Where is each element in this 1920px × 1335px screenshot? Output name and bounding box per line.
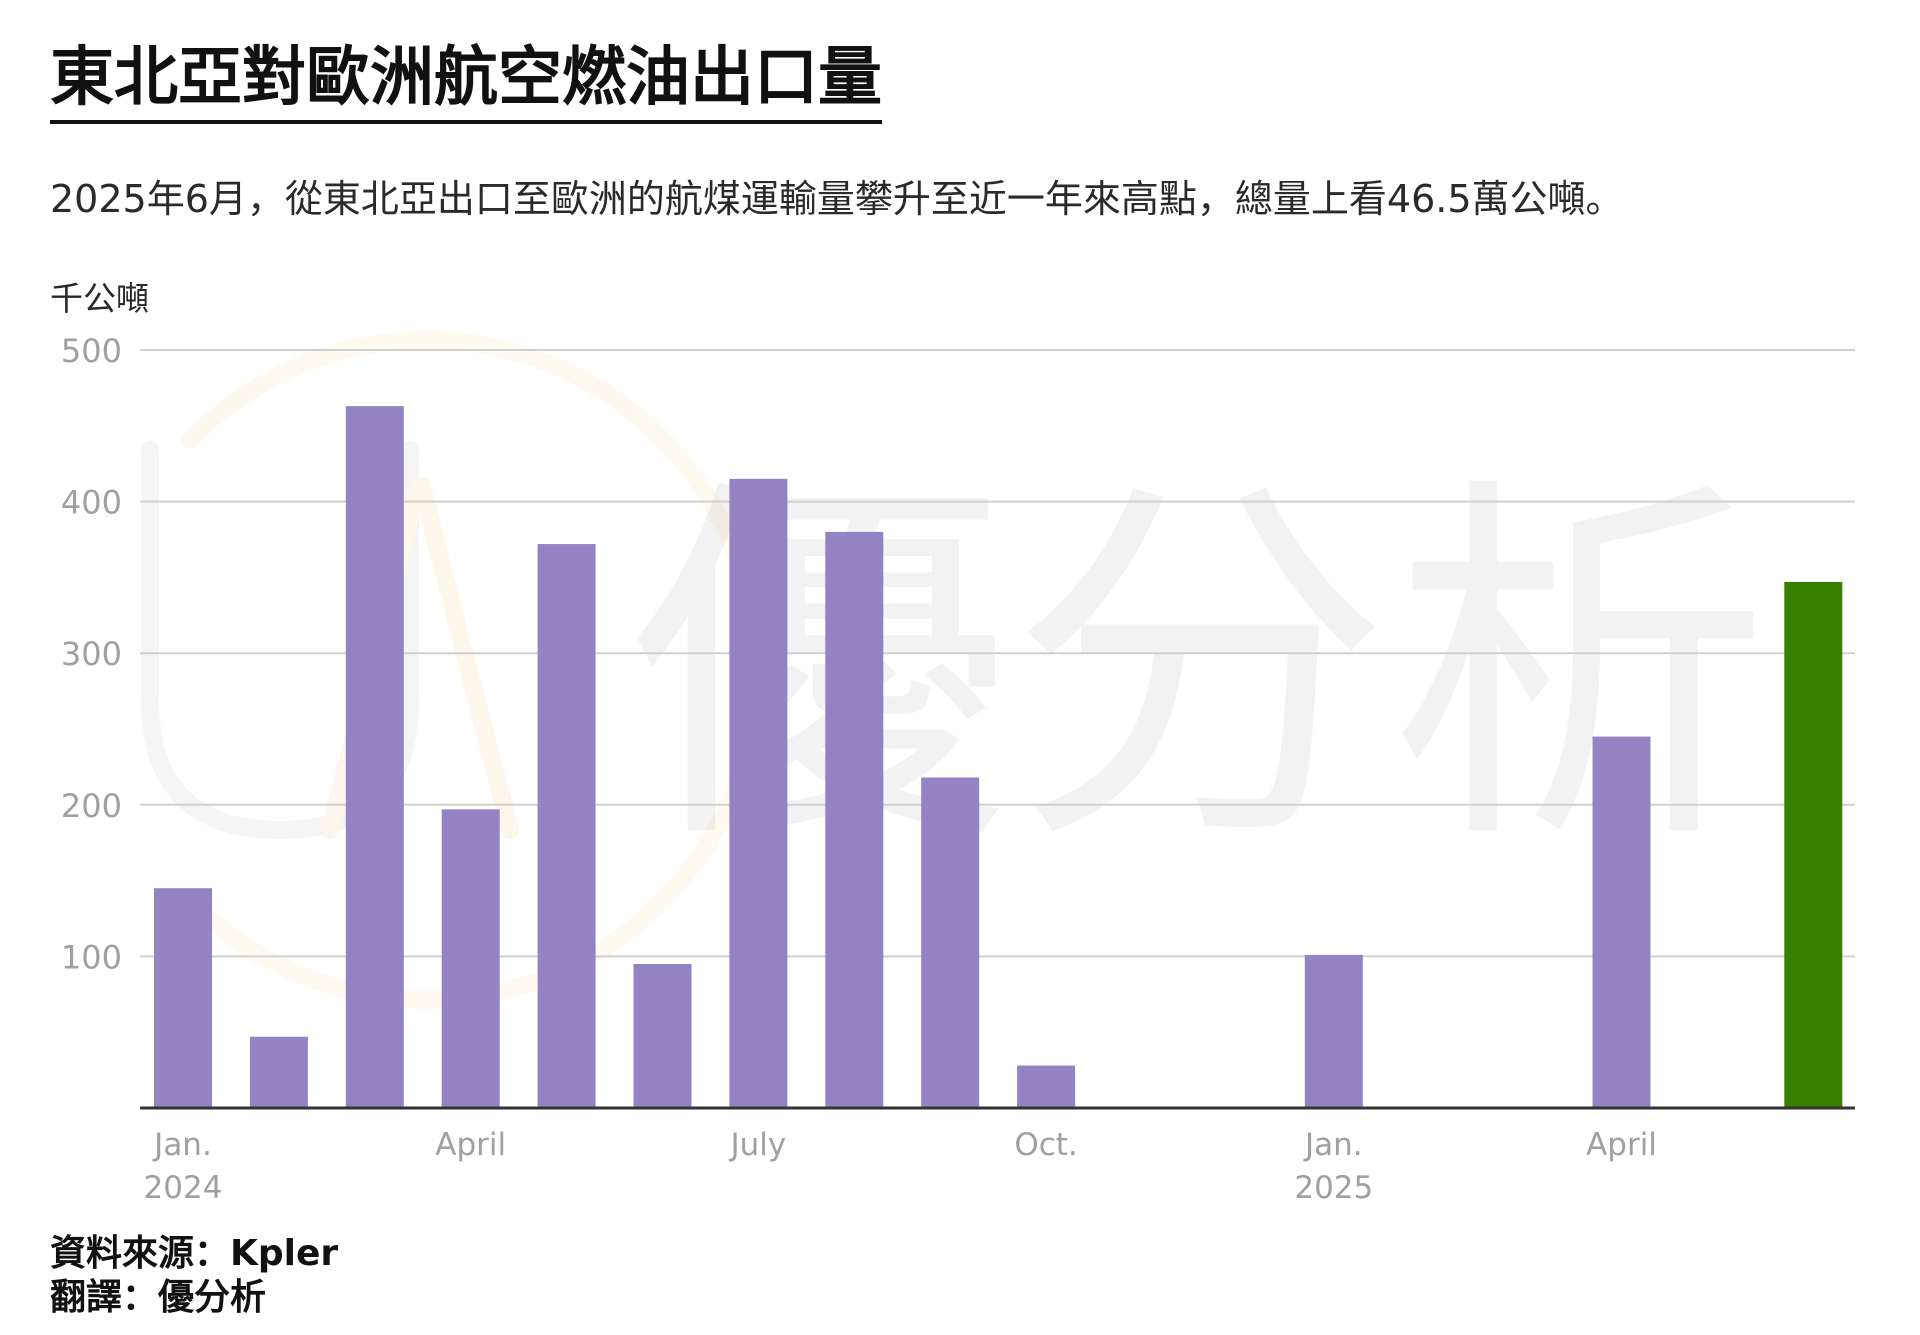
x-tick-year-label: 2025: [1294, 1170, 1373, 1206]
bar: [1784, 581, 1843, 1108]
x-tick-label: Jan.: [152, 1127, 212, 1163]
x-tick-label: April: [435, 1127, 506, 1163]
bar: [441, 809, 500, 1108]
bar: [537, 544, 596, 1108]
chart-subtitle: 2025年6月，從東北亞出口至歐洲的航煤運輸量攀升至近一年來高點，總量上看46.…: [50, 177, 1624, 221]
bar: [825, 531, 884, 1108]
bar: [345, 406, 404, 1108]
bar: [1592, 736, 1651, 1108]
bar: [633, 963, 692, 1108]
y-tick-label: 200: [61, 787, 122, 825]
y-tick-label: 100: [61, 938, 122, 976]
bar: [921, 777, 980, 1108]
source-block: 資料來源：Kpler 翻譯：優分析: [50, 1232, 338, 1320]
x-tick-label: Oct.: [1014, 1127, 1077, 1163]
bar: [154, 888, 212, 1108]
y-tick-label: 300: [61, 635, 122, 673]
y-tick-label: 500: [61, 332, 122, 370]
y-axis-unit-label: 千公噸: [50, 279, 149, 318]
bar: [1017, 1065, 1076, 1108]
x-tick-year-label: 2024: [144, 1170, 223, 1206]
bar: [729, 478, 788, 1108]
bar: [1304, 954, 1363, 1108]
source-label: 資料來源：Kpler: [50, 1233, 339, 1274]
x-tick-label: July: [729, 1127, 787, 1163]
x-tick-label: Jan.: [1303, 1127, 1363, 1163]
y-tick-label: 400: [61, 484, 122, 522]
chart-title: 東北亞對歐洲航空燃油出口量: [50, 41, 882, 124]
translation-label: 翻譯：優分析: [50, 1277, 267, 1318]
x-tick-label: April: [1586, 1127, 1657, 1163]
bar: [249, 1036, 308, 1108]
